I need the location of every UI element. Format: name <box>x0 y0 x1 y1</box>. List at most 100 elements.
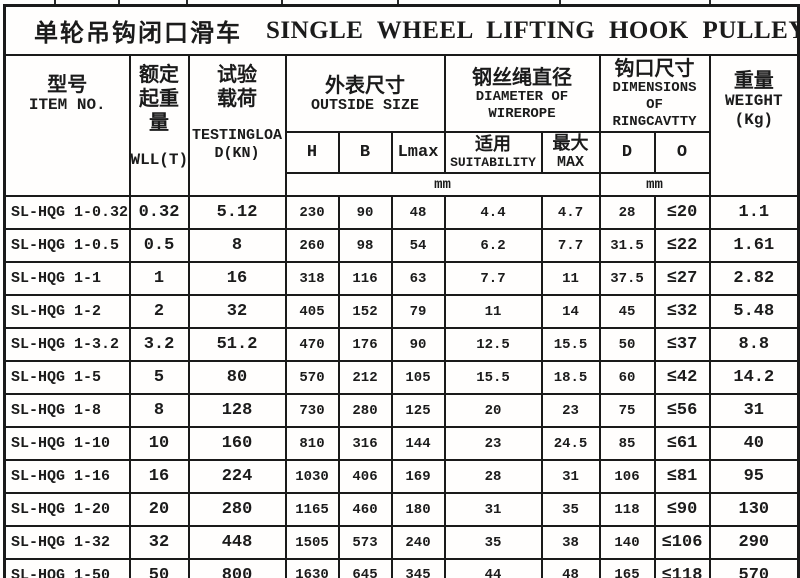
value-cell: 1.1 <box>708 195 800 230</box>
value-cell: 63 <box>390 261 446 296</box>
value-cell: ≤90 <box>653 492 711 527</box>
value-cell: 35 <box>540 492 601 527</box>
value-cell: 405 <box>284 294 340 329</box>
item-no-label-zh: 型号 <box>47 72 88 96</box>
table-row: SL-HQG 1-2 2 32 405 152 79 11 14 45 ≤32 5.48 <box>3 294 800 329</box>
value-cell: 280 <box>337 393 393 428</box>
group-header-ring-cavity: 钩口尺寸 DIMENSIONS OF RINGCAVTTY <box>598 54 711 133</box>
value-cell: 1505 <box>284 525 340 560</box>
value-cell: 730 <box>284 393 340 428</box>
value-cell: 3.2 <box>128 327 190 362</box>
value-cell: 18.5 <box>540 360 601 395</box>
value-cell: 28 <box>443 459 543 494</box>
value-cell: 140 <box>598 525 656 560</box>
value-cell: 130 <box>708 492 800 527</box>
subcol-max: 最大 MAX <box>540 131 601 174</box>
value-cell: 645 <box>337 558 393 578</box>
col-header-weight: 重量 WEIGHT (Kg) <box>708 54 800 197</box>
item-no-cell: SL-HQG 1-1 <box>3 261 131 296</box>
value-cell: 54 <box>390 228 446 263</box>
value-cell: 106 <box>598 459 656 494</box>
value-cell: ≤37 <box>653 327 711 362</box>
value-cell: 4.4 <box>443 195 543 230</box>
value-cell: 16 <box>128 459 190 494</box>
table-row: SL-HQG 1-3.2 3.2 51.2 470 176 90 12.5 15.5 50 ≤37… <box>3 327 800 362</box>
suitability-label-zh: 适用 <box>475 134 511 155</box>
value-cell: ≤20 <box>653 195 711 230</box>
ring-cavity-label-en2: RINGCAVTTY <box>612 114 697 130</box>
col-header-item-no: 型号 ITEM NO. <box>3 54 131 197</box>
value-cell: 810 <box>284 426 340 461</box>
max-label-zh: 最大 <box>552 133 589 154</box>
value-cell: 1.61 <box>708 228 800 263</box>
group-header-wirerope: 钢丝绳直径 DIAMETER OF WIREROPE <box>443 54 601 133</box>
table-row: SL-HQG 1-0.32 0.32 5.12 230 90 48 4.4 4.7 28 ≤20 1… <box>3 195 800 230</box>
scan-tick <box>397 0 399 5</box>
value-cell: 316 <box>337 426 393 461</box>
value-cell: 31 <box>708 393 800 428</box>
value-cell: ≤118 <box>653 558 711 578</box>
value-cell: 20 <box>128 492 190 527</box>
value-cell: 48 <box>390 195 446 230</box>
item-no-cell: SL-HQG 1-2 <box>3 294 131 329</box>
value-cell: 37.5 <box>598 261 656 296</box>
header-group-row: 型号 ITEM NO. 额定 起重量 WLL(T) 试验 载荷 TESTINGL… <box>3 54 800 197</box>
scan-tick <box>709 0 711 5</box>
value-cell: 80 <box>187 360 287 395</box>
value-cell: 51.2 <box>187 327 287 362</box>
wirerope-label-en1: DIAMETER OF <box>475 88 569 105</box>
value-cell: 160 <box>187 426 287 461</box>
value-cell: 79 <box>390 294 446 329</box>
title-row: 单轮吊钩闭口滑车 SINGLE WHEEL LIFTING HOOK PULLE… <box>3 4 800 56</box>
value-cell: 8 <box>128 393 190 428</box>
value-cell: 11 <box>443 294 543 329</box>
value-cell: 290 <box>708 525 800 560</box>
value-cell: 144 <box>390 426 446 461</box>
value-cell: ≤56 <box>653 393 711 428</box>
value-cell: 1165 <box>284 492 340 527</box>
value-cell: 5.48 <box>708 294 800 329</box>
table-row: SL-HQG 1-50 50 800 1630 645 345 44 48 165 ≤118 570 <box>3 558 800 578</box>
value-cell: 23 <box>443 426 543 461</box>
value-cell: 0.32 <box>128 195 190 230</box>
item-no-cell: SL-HQG 1-5 <box>3 360 131 395</box>
scan-tick <box>281 0 283 5</box>
value-cell: 8.8 <box>708 327 800 362</box>
value-cell: 6.2 <box>443 228 543 263</box>
value-cell: 44 <box>443 558 543 578</box>
value-cell: 95 <box>708 459 800 494</box>
table-row: SL-HQG 1-0.5 0.5 8 260 98 54 6.2 7.7 31.5 ≤22 1.61 <box>3 228 800 263</box>
title-cell: 单轮吊钩闭口滑车 SINGLE WHEEL LIFTING HOOK PULLE… <box>3 4 800 56</box>
table-row: SL-HQG 1-10 10 160 810 316 144 23 24.5 85 ≤61 40 <box>3 426 800 461</box>
outside-size-label-zh: 外表尺寸 <box>325 72 405 97</box>
testing-load-label-en: TESTINGLOAD(KN) <box>191 127 282 162</box>
wll-label-zh1: 额定 <box>139 62 179 86</box>
value-cell: 7.7 <box>540 228 601 263</box>
table-row: SL-HQG 1-20 20 280 1165 460 180 31 35 118 ≤90 130 <box>3 492 800 527</box>
value-cell: 240 <box>390 525 446 560</box>
value-cell: 90 <box>337 195 393 230</box>
item-no-cell: SL-HQG 1-50 <box>3 558 131 578</box>
value-cell: 4.7 <box>540 195 601 230</box>
page-title-chinese: 单轮吊钩闭口滑车 <box>34 19 242 47</box>
value-cell: 48 <box>540 558 601 578</box>
table-body: SL-HQG 1-0.32 0.32 5.12 230 90 48 4.4 4.7 28 ≤20 1… <box>3 195 800 578</box>
value-cell: 7.7 <box>443 261 543 296</box>
table-row: SL-HQG 1-5 5 80 570 212 105 15.5 18.5 60 ≤42 14.2 <box>3 360 800 395</box>
value-cell: 460 <box>337 492 393 527</box>
subcol-h: H <box>284 131 340 174</box>
page-title-english: SINGLE WHEEL LIFTING HOOK PULLEY BLOCK <box>266 16 799 44</box>
value-cell: ≤22 <box>653 228 711 263</box>
value-cell: 2 <box>128 294 190 329</box>
subcol-o: O <box>653 131 711 174</box>
value-cell: 318 <box>284 261 340 296</box>
item-no-cell: SL-HQG 1-10 <box>3 426 131 461</box>
weight-label-en: WEIGHT <box>725 92 783 110</box>
value-cell: ≤27 <box>653 261 711 296</box>
value-cell: 105 <box>390 360 446 395</box>
value-cell: 24.5 <box>540 426 601 461</box>
subcol-lmax: Lmax <box>390 131 446 174</box>
value-cell: 169 <box>390 459 446 494</box>
value-cell: 152 <box>337 294 393 329</box>
